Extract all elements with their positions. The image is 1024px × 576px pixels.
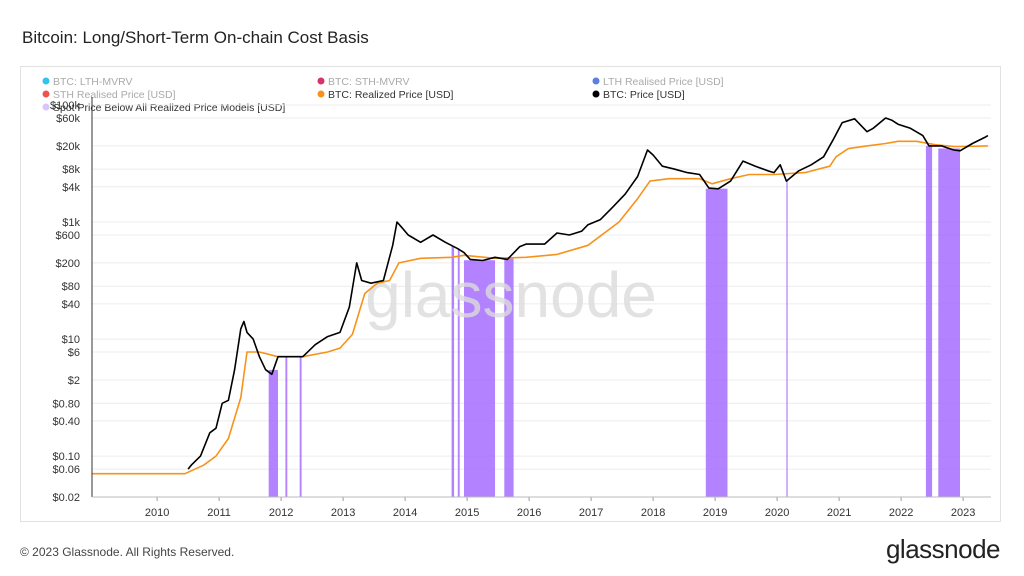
y-tick-label: $200 [56, 258, 80, 270]
btc-price-line [187, 117, 989, 470]
y-tick-label: $8k [62, 164, 80, 176]
watermark: glassnode [365, 259, 657, 331]
y-tick-label: $40 [62, 299, 80, 311]
legend-dot-5 [592, 90, 600, 98]
price-below-band [299, 356, 302, 497]
legend-label-1[interactable]: BTC: STH-MVRV [328, 76, 409, 88]
legend-label-6[interactable]: Spot Price Below All Realized Price Mode… [53, 102, 285, 114]
y-tick-label: $2 [68, 375, 80, 387]
legend-dot-6 [42, 103, 50, 111]
x-tick-label: 2017 [579, 507, 603, 519]
grid [92, 104, 991, 498]
x-tick-label: 2023 [951, 507, 975, 519]
legend-dot-2 [592, 77, 600, 85]
y-tick-label: $0.06 [52, 464, 80, 476]
price-below-band [786, 180, 788, 497]
y-tick-label: $20k [56, 141, 80, 153]
price-below-band [705, 188, 728, 497]
axes: $0.02 $0.06$0.10 $0.40 $0.80 $2 $6$10 $40 $80 $2… [50, 97, 991, 519]
glassnode-logo: glassnode [885, 534, 1001, 564]
y-tick-label: $10 [62, 334, 80, 346]
legend-label-3[interactable]: STH Realised Price [USD] [53, 89, 176, 101]
x-tick-label: 2021 [827, 507, 851, 519]
lines [92, 117, 989, 475]
price-below-band [451, 246, 455, 497]
legend-dot-0 [42, 77, 50, 85]
legend-dot-4 [317, 90, 325, 98]
x-tick-label: 2013 [331, 507, 355, 519]
legend-label-0[interactable]: BTC: LTH-MVRV [53, 76, 133, 88]
legend-dot-3 [42, 90, 50, 98]
copyright: © 2023 Glassnode. All Rights Reserved. [20, 545, 235, 559]
x-tick-label: 2016 [517, 507, 541, 519]
x-tick-label: 2018 [641, 507, 665, 519]
y-tick-label: $600 [56, 230, 80, 242]
legend-label-4[interactable]: BTC: Realized Price [USD] [328, 89, 454, 101]
x-tick-label: 2011 [207, 507, 231, 519]
y-tick-label: $6 [68, 347, 80, 359]
legend-label-5[interactable]: BTC: Price [USD] [603, 89, 685, 101]
x-tick-label: 2014 [393, 507, 417, 519]
price-below-band [268, 369, 278, 497]
page-title: Bitcoin: Long/Short-Term On-chain Cost B… [22, 28, 369, 47]
legend: BTC: LTH-MVRV BTC: STH-MVRV LTH Realised P… [42, 76, 724, 114]
legend-label-2[interactable]: LTH Realised Price [USD] [603, 76, 724, 88]
y-tick-label: $4k [62, 182, 80, 194]
chart: BTC: LTH-MVRV BTC: STH-MVRV LTH Realised P… [42, 76, 991, 519]
y-tick-label: $0.80 [52, 398, 80, 410]
price-below-band [464, 260, 495, 497]
x-tick-label: 2015 [455, 507, 479, 519]
y-tick-label: $1k [62, 217, 80, 229]
price-below-band [938, 148, 960, 497]
chart-frame: BTC: LTH-MVRV BTC: STH-MVRV LTH Realised P… [20, 66, 1001, 522]
legend-dot-1 [317, 77, 325, 85]
price-below-band [504, 257, 514, 497]
realized-price-line [92, 140, 988, 475]
x-tick-label: 2010 [145, 507, 169, 519]
price-below-band [285, 356, 288, 497]
price-below-band [925, 145, 933, 497]
y-tick-label: $0.10 [52, 451, 80, 463]
price-below-band [457, 249, 460, 497]
bands [268, 145, 960, 497]
y-tick-label: $60k [56, 113, 80, 125]
y-tick-label: $0.40 [52, 416, 80, 428]
x-tick-label: 2012 [269, 507, 293, 519]
y-tick-label: $0.02 [52, 492, 80, 504]
x-tick-label: 2020 [765, 507, 789, 519]
y-tick-label: $80 [62, 281, 80, 293]
x-tick-label: 2019 [703, 507, 727, 519]
x-tick-label: 2022 [889, 507, 913, 519]
y-tick-label: $100k [50, 100, 80, 112]
